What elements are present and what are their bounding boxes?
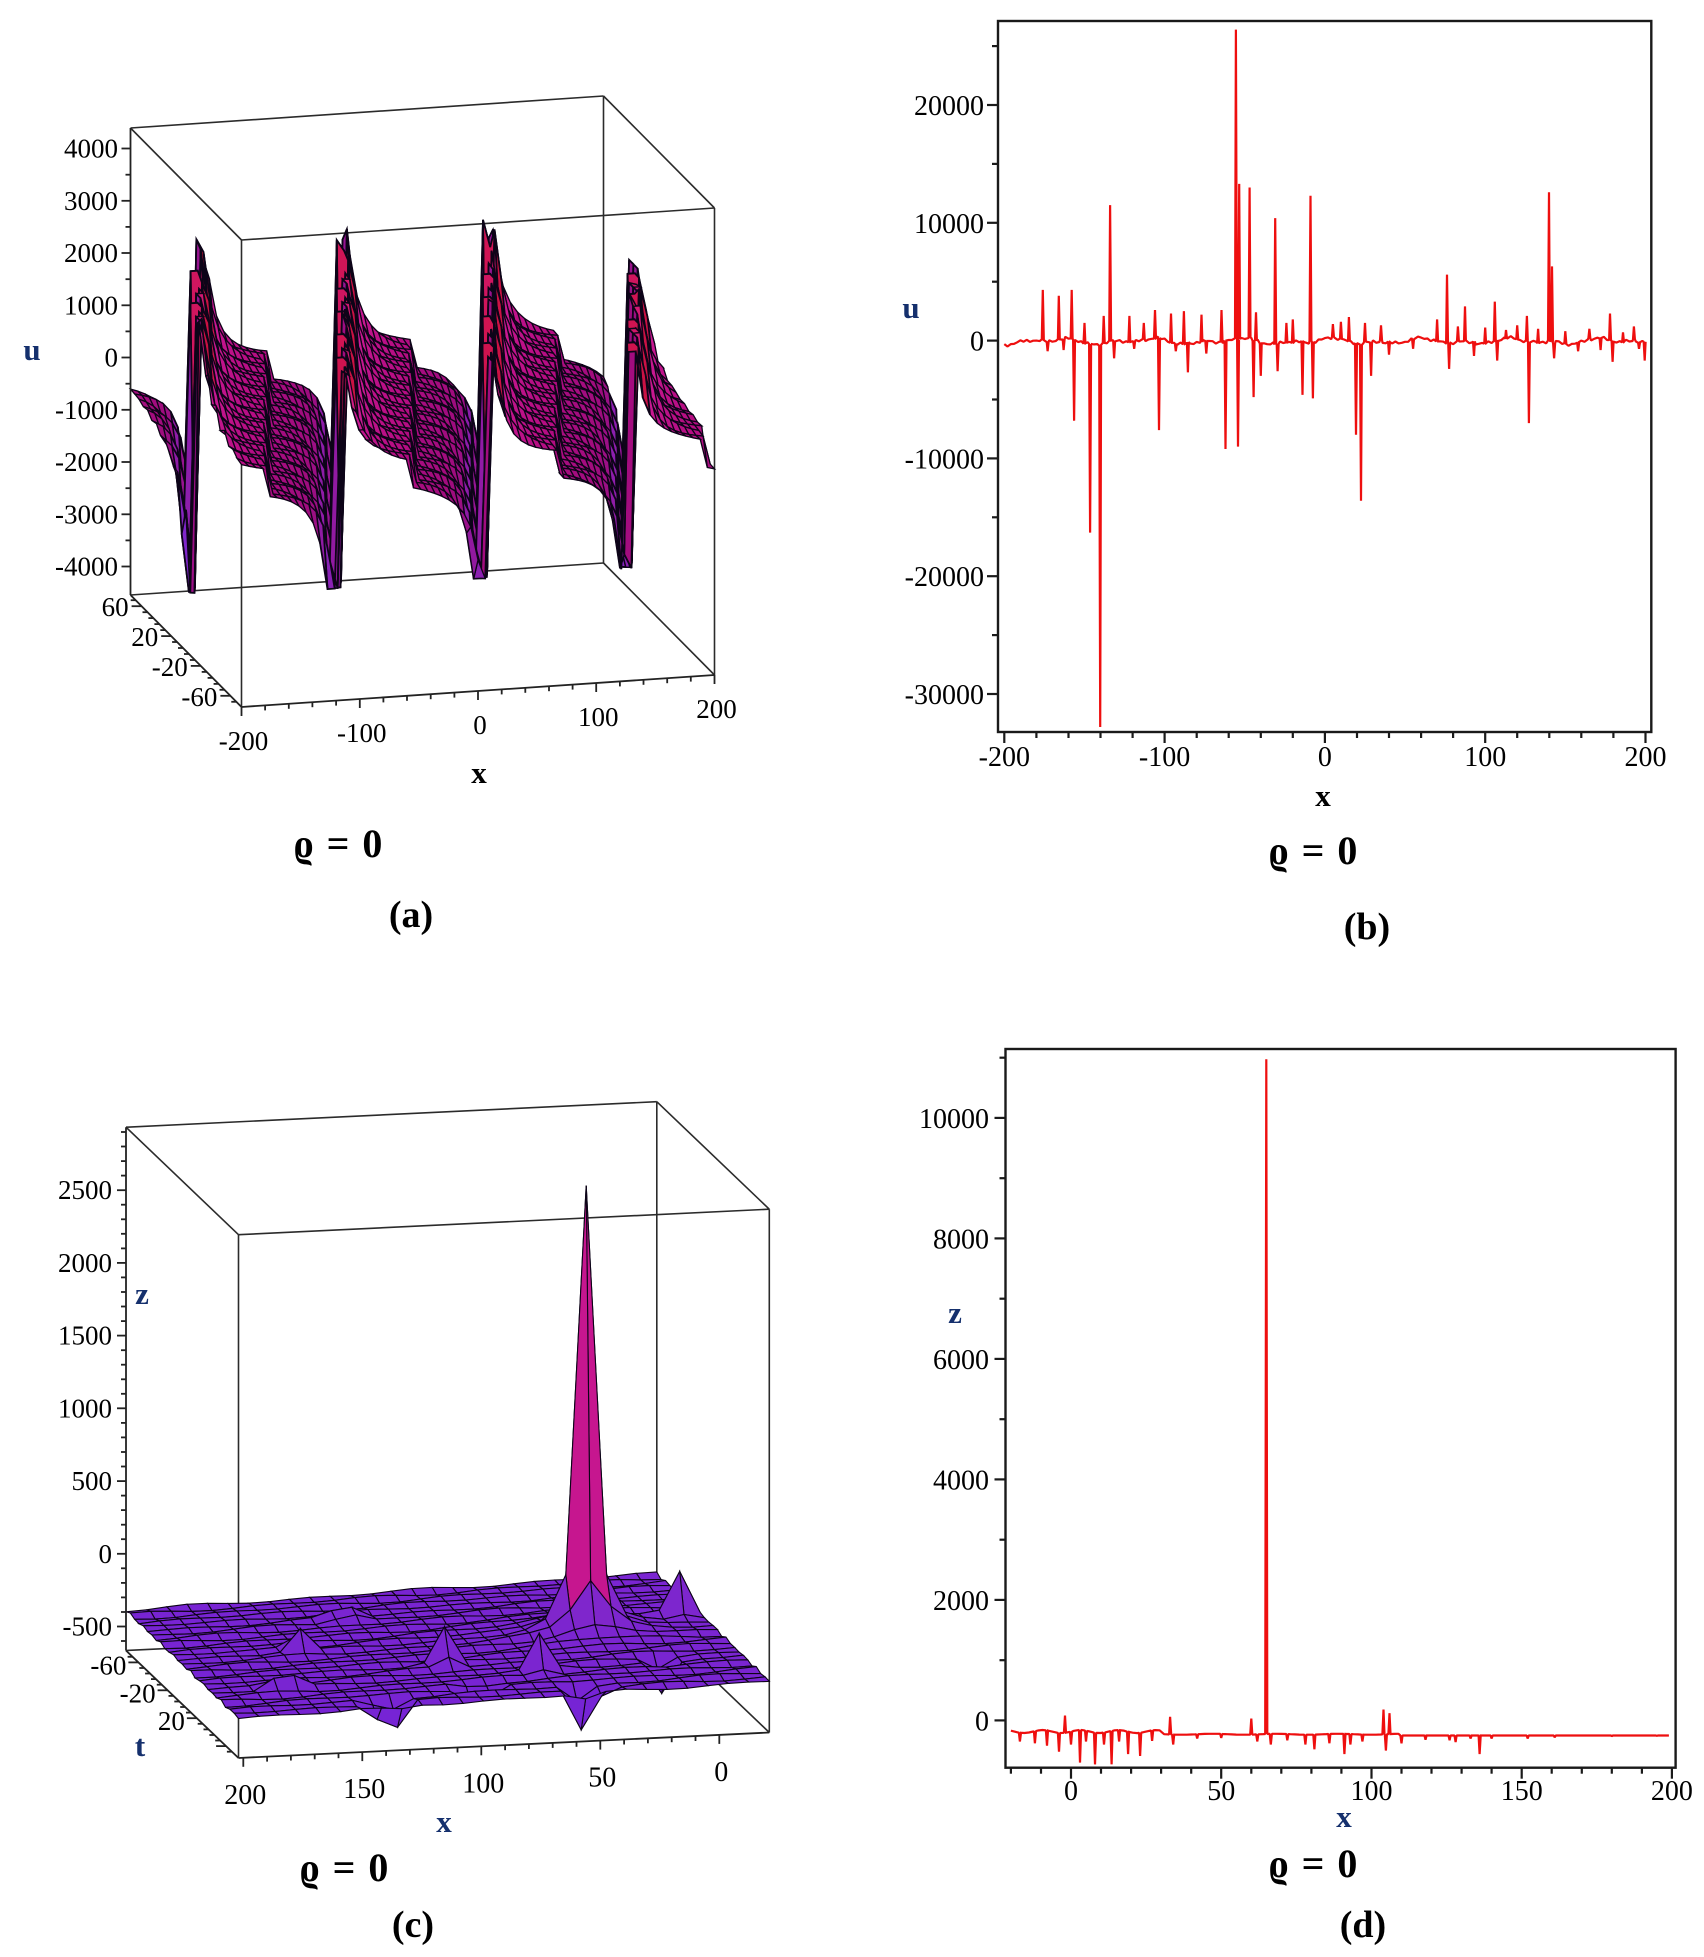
svg-text:-200: -200 bbox=[219, 726, 269, 756]
svg-text:10000: 10000 bbox=[919, 1104, 989, 1135]
svg-text:u: u bbox=[23, 332, 40, 367]
svg-text:200: 200 bbox=[1625, 742, 1667, 773]
svg-text:4000: 4000 bbox=[933, 1465, 989, 1496]
svg-text:4000: 4000 bbox=[64, 134, 118, 164]
svg-text:0: 0 bbox=[99, 1539, 113, 1569]
svg-text:3000: 3000 bbox=[64, 186, 118, 216]
svg-text:-1000: -1000 bbox=[55, 395, 118, 425]
svg-text:-500: -500 bbox=[63, 1612, 113, 1642]
svg-text:0: 0 bbox=[975, 1706, 989, 1737]
svg-text:-60: -60 bbox=[181, 682, 217, 712]
svg-text:200: 200 bbox=[224, 1780, 266, 1811]
svg-text:0: 0 bbox=[1318, 742, 1332, 773]
svg-text:2000: 2000 bbox=[64, 238, 118, 268]
svg-text:60: 60 bbox=[102, 592, 129, 622]
svg-text:ϱ = 0: ϱ = 0 bbox=[300, 1845, 389, 1890]
svg-text:0: 0 bbox=[970, 327, 984, 358]
svg-text:2500: 2500 bbox=[58, 1175, 112, 1205]
svg-text:150: 150 bbox=[1501, 1776, 1543, 1807]
svg-text:500: 500 bbox=[72, 1466, 113, 1496]
svg-text:20: 20 bbox=[158, 1706, 185, 1736]
svg-text:ϱ = 0: ϱ = 0 bbox=[294, 821, 383, 866]
svg-text:(d): (d) bbox=[1340, 1904, 1386, 1946]
svg-text:150: 150 bbox=[343, 1774, 385, 1805]
svg-text:100: 100 bbox=[1464, 742, 1506, 773]
svg-text:(a): (a) bbox=[389, 894, 433, 936]
svg-text:100: 100 bbox=[578, 702, 619, 732]
svg-text:-200: -200 bbox=[979, 742, 1030, 773]
svg-text:-20000: -20000 bbox=[905, 562, 984, 593]
svg-text:z: z bbox=[135, 1276, 149, 1311]
svg-text:200: 200 bbox=[1651, 1776, 1693, 1807]
svg-text:0: 0 bbox=[1064, 1776, 1078, 1807]
svg-text:-20: -20 bbox=[152, 652, 188, 682]
svg-text:0: 0 bbox=[473, 710, 487, 740]
svg-text:20000: 20000 bbox=[914, 91, 984, 122]
svg-text:x: x bbox=[1315, 778, 1331, 813]
svg-text:ϱ = 0: ϱ = 0 bbox=[1269, 828, 1358, 873]
svg-text:1000: 1000 bbox=[58, 1393, 112, 1423]
svg-text:100: 100 bbox=[462, 1768, 504, 1799]
svg-text:-10000: -10000 bbox=[905, 444, 984, 475]
svg-text:8000: 8000 bbox=[933, 1224, 989, 1255]
svg-text:(c): (c) bbox=[392, 1904, 434, 1946]
svg-text:50: 50 bbox=[1207, 1776, 1235, 1807]
svg-text:t: t bbox=[135, 1728, 146, 1763]
svg-text:u: u bbox=[902, 290, 919, 325]
svg-text:0: 0 bbox=[714, 1757, 728, 1788]
svg-text:200: 200 bbox=[696, 694, 737, 724]
svg-text:(b): (b) bbox=[1344, 906, 1390, 948]
svg-text:z: z bbox=[948, 1295, 962, 1330]
svg-text:50: 50 bbox=[588, 1763, 616, 1794]
svg-text:2000: 2000 bbox=[58, 1248, 112, 1278]
svg-text:100: 100 bbox=[1351, 1776, 1393, 1807]
svg-text:1000: 1000 bbox=[64, 290, 118, 320]
svg-text:-100: -100 bbox=[1139, 742, 1190, 773]
svg-text:1500: 1500 bbox=[58, 1321, 112, 1351]
svg-text:0: 0 bbox=[105, 343, 119, 373]
svg-text:2000: 2000 bbox=[933, 1586, 989, 1617]
svg-text:10000: 10000 bbox=[914, 209, 984, 240]
svg-text:-3000: -3000 bbox=[55, 499, 118, 529]
svg-text:-100: -100 bbox=[337, 718, 387, 748]
svg-text:20: 20 bbox=[131, 622, 158, 652]
svg-text:-2000: -2000 bbox=[55, 447, 118, 477]
svg-text:x: x bbox=[436, 1804, 452, 1839]
svg-text:-20: -20 bbox=[120, 1678, 156, 1708]
svg-text:6000: 6000 bbox=[933, 1345, 989, 1376]
svg-text:-4000: -4000 bbox=[55, 552, 118, 582]
svg-text:x: x bbox=[471, 755, 487, 790]
svg-text:x: x bbox=[1336, 1799, 1352, 1834]
svg-text:-30000: -30000 bbox=[905, 680, 984, 711]
svg-text:ϱ = 0: ϱ = 0 bbox=[1269, 1841, 1358, 1886]
svg-text:-60: -60 bbox=[90, 1650, 126, 1680]
